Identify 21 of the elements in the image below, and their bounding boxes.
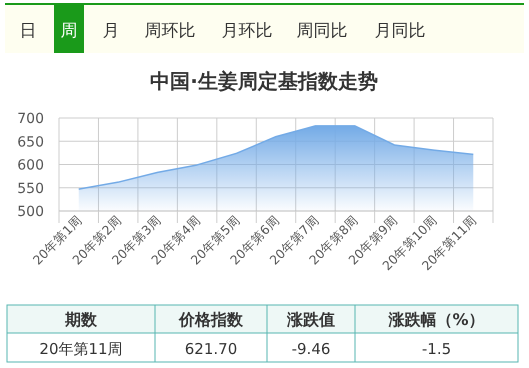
text: 周 bbox=[60, 21, 78, 41]
text: 日 bbox=[20, 21, 36, 41]
text: 周同比 bbox=[296, 21, 348, 41]
text: 621.70 bbox=[184, 340, 238, 358]
text: 月环比 bbox=[222, 21, 272, 41]
text: 20年第11周 bbox=[39, 340, 123, 358]
text: 月同比 bbox=[374, 21, 426, 41]
text: 价格指数 bbox=[178, 310, 244, 329]
y-tick-label: 550 bbox=[17, 180, 44, 197]
y-tick-label: 600 bbox=[17, 158, 44, 174]
text: -1.5 bbox=[422, 340, 452, 358]
text: 期数 bbox=[64, 310, 98, 329]
text: -9.46 bbox=[292, 340, 330, 358]
text: 周环比 bbox=[144, 21, 196, 41]
chart-title: 中国·生姜周定基指数走势 bbox=[150, 69, 378, 93]
text: 涨跌幅（%） bbox=[387, 310, 485, 329]
y-tick-label: 500 bbox=[17, 204, 44, 220]
y-tick-label: 700 bbox=[17, 111, 44, 127]
y-tick-label: 650 bbox=[17, 134, 44, 150]
text: 月 bbox=[102, 21, 120, 41]
text: 涨跌值 bbox=[286, 310, 335, 329]
